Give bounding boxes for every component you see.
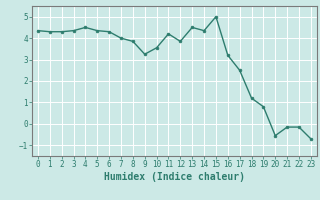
X-axis label: Humidex (Indice chaleur): Humidex (Indice chaleur) — [104, 172, 245, 182]
